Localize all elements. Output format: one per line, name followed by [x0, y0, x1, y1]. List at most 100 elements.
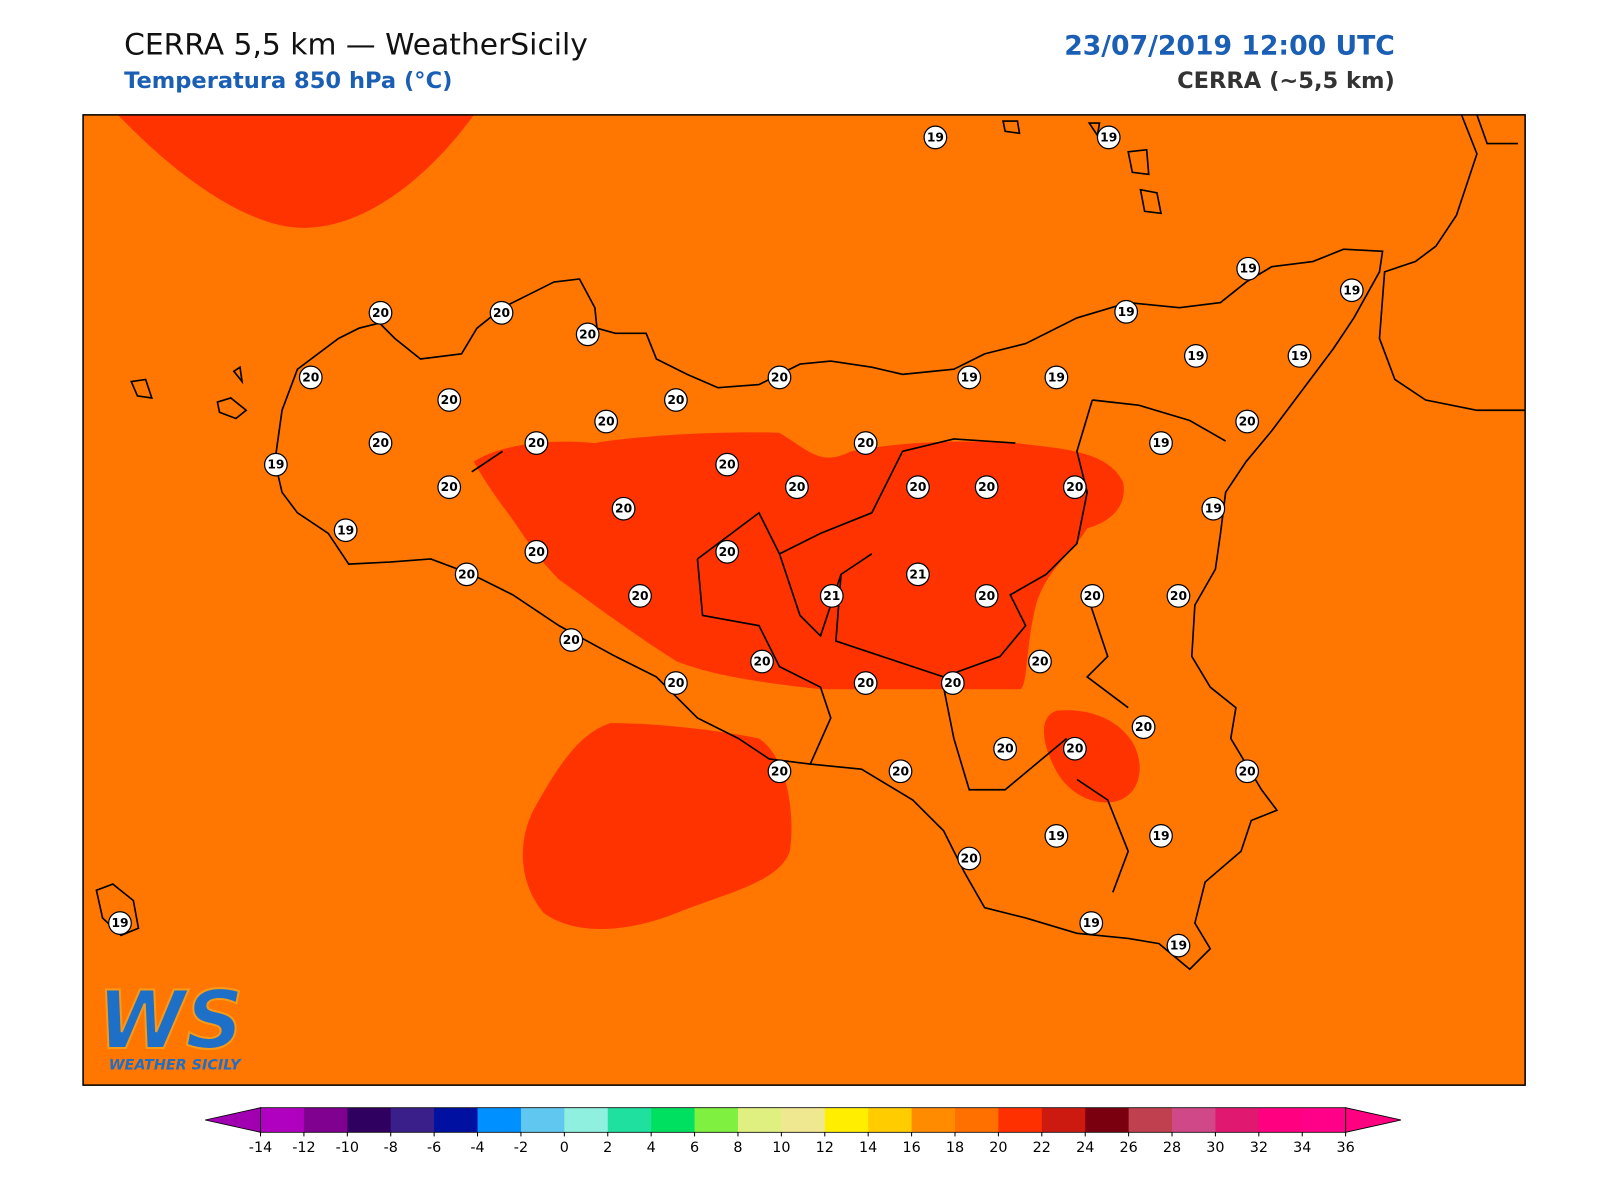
colorbar-tick-label: 16	[902, 1140, 920, 1156]
station-value: 20	[579, 327, 596, 341]
provincial-borders	[471, 399, 1227, 893]
subtitle: Temperatura 850 hPa (°C)	[124, 68, 452, 94]
colorbar-tick-label: 6	[690, 1140, 699, 1156]
station-marker	[1166, 583, 1191, 608]
station-marker	[940, 671, 965, 695]
station-value: 20	[1066, 480, 1083, 494]
station-value: 21	[909, 567, 926, 581]
station-value: 20	[493, 306, 510, 320]
station-marker	[819, 583, 844, 608]
station-value: 20	[1084, 589, 1101, 603]
map: 19 19 20 20 20 19 19 19 20 20 20 20 19 19 19 19 20 20 20 20…	[83, 114, 1526, 1086]
colorbar-bin	[911, 1107, 956, 1133]
station-marker	[611, 496, 636, 521]
station-marker	[437, 388, 462, 412]
station-marker	[489, 300, 514, 325]
station-marker	[853, 671, 878, 695]
station-marker	[1044, 823, 1069, 848]
station-value: 19	[1240, 262, 1257, 276]
station-marker	[715, 452, 740, 477]
station-value: 19	[961, 370, 978, 384]
station-marker	[437, 475, 462, 500]
colorbar-tick-label: 0	[560, 1140, 569, 1156]
station-value: 19	[1100, 130, 1117, 144]
station-value: 19	[1083, 916, 1100, 930]
station-marker	[750, 649, 774, 674]
station-value: 19	[1048, 370, 1065, 384]
coastlines	[95, 114, 1526, 971]
colorbar-tick-label: 4	[647, 1140, 656, 1156]
colorbar-tick-label: -8	[384, 1140, 398, 1156]
pantelleria	[95, 883, 140, 937]
warm-areas	[117, 114, 1140, 929]
colorbar-bin	[390, 1107, 435, 1133]
station-value: 20	[528, 436, 545, 450]
colorbar-bin	[824, 1107, 869, 1133]
station-marker	[1062, 475, 1087, 500]
colorbar-bin	[520, 1107, 565, 1133]
station-value: 20	[563, 633, 580, 647]
colorbar: -14 -12 -10 -8 -6 -4 -2 0 2 4 6 8 10 12 14 16 18 20 22 24 26…	[205, 1107, 1402, 1156]
station-marker	[1079, 911, 1104, 935]
station-marker	[957, 846, 982, 871]
warm-area	[1043, 710, 1140, 803]
station-marker	[1080, 583, 1105, 608]
station-marker	[454, 562, 479, 587]
station-value: 20	[598, 415, 615, 429]
logo: WS WEATHER SICILY	[96, 973, 244, 1074]
colorbar-bin	[998, 1107, 1043, 1133]
station-marker	[663, 671, 688, 695]
station-marker	[974, 583, 999, 608]
station-value: 20	[719, 545, 736, 559]
station-marker	[108, 911, 132, 935]
station-value: 20	[1239, 764, 1256, 778]
colorbar-tick-label: 26	[1119, 1140, 1137, 1156]
colorbar-bin	[1128, 1107, 1173, 1133]
aeolian-islands	[1002, 120, 1163, 215]
station-marker	[767, 365, 792, 390]
station-value: 19	[1118, 305, 1135, 319]
logo-name: WEATHER SICILY	[109, 1058, 242, 1074]
station-value: 20	[667, 393, 684, 407]
colorbar-bin	[1041, 1107, 1086, 1133]
colorbar-bin	[954, 1107, 999, 1133]
calabria-coast	[1476, 114, 1518, 145]
station-value: 19	[1152, 829, 1169, 843]
station-value: 21	[823, 589, 840, 603]
station-value: 19	[1170, 939, 1187, 953]
station-marker	[1096, 125, 1121, 150]
station-value: 20	[372, 306, 389, 320]
station-marker	[853, 431, 878, 455]
colorbar-bin	[477, 1107, 522, 1133]
colorbar-tick-label: -2	[514, 1140, 528, 1156]
station-marker	[906, 475, 930, 500]
station-marker	[1201, 496, 1226, 521]
station-value: 20	[615, 502, 632, 516]
station-marker	[1044, 365, 1069, 390]
colorbar-bin	[1085, 1107, 1130, 1133]
station-marker	[1184, 343, 1208, 368]
colorbar-bin	[694, 1107, 739, 1133]
colorbar-extend-high	[1345, 1107, 1402, 1133]
colorbar-bin	[1215, 1107, 1260, 1133]
station-marker	[1339, 278, 1364, 303]
station-value: 20	[528, 545, 545, 559]
station-marker	[368, 300, 393, 325]
colorbar-bin	[1258, 1107, 1303, 1133]
colorbar-tick-label: 14	[859, 1140, 877, 1156]
station-value: 20	[1066, 742, 1083, 756]
station-marker	[1149, 823, 1173, 848]
station-value: 20	[667, 676, 684, 690]
station-marker	[263, 452, 288, 477]
station-marker	[715, 539, 740, 564]
logo-mark: WS	[97, 974, 243, 1067]
station-marker	[1028, 649, 1052, 674]
station-value: 20	[1135, 720, 1152, 734]
warm-area	[473, 432, 1124, 690]
colorbar-bin	[781, 1107, 826, 1133]
station-marker	[785, 475, 809, 500]
station-value: 19	[1152, 436, 1169, 450]
station-marker	[1235, 409, 1260, 434]
station-value: 20	[1031, 655, 1048, 669]
colorbar-tick-label: 34	[1293, 1140, 1311, 1156]
